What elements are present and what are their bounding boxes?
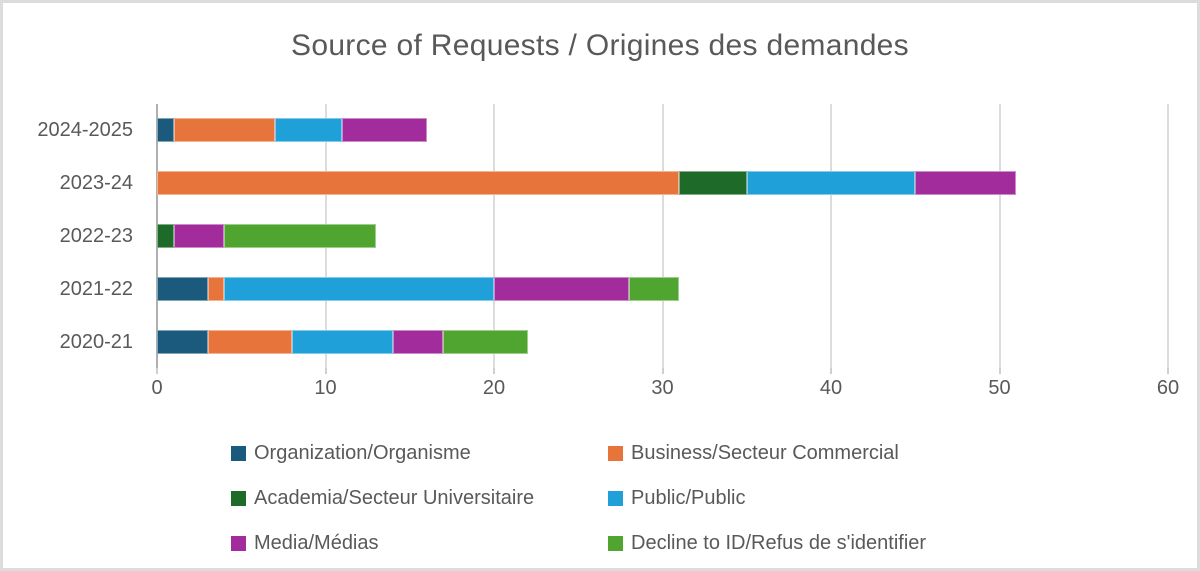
gridline xyxy=(830,104,832,368)
y-category-label: 2023-24 xyxy=(59,172,133,195)
tick-mark xyxy=(1167,368,1169,374)
legend-item-media: Media/Médias xyxy=(231,521,608,566)
legend-swatch-media xyxy=(231,536,246,551)
x-tick-label: 60 xyxy=(1156,377,1180,399)
bar-segment-academia xyxy=(679,171,747,196)
gridline xyxy=(998,104,1001,368)
legend-swatch-decline-to-id xyxy=(608,536,623,551)
bar-segment-business xyxy=(157,171,680,196)
legend-item-public: Public/Public xyxy=(608,476,926,521)
bar-segment-public xyxy=(224,276,494,301)
tick-mark xyxy=(998,368,1001,374)
legend-label-decline-to-id: Decline to ID/Refus de s'identifier xyxy=(631,532,927,554)
bar-segment-decline-to-id xyxy=(628,276,680,301)
legend-swatch-academia xyxy=(231,491,246,506)
bar-segment-public xyxy=(274,118,343,143)
bar-segment-decline-to-id xyxy=(224,224,377,248)
legend-item-business: Business/Secteur Commercial xyxy=(608,431,926,476)
y-category-label: 2021-22 xyxy=(59,277,133,300)
x-tick-label: 50 xyxy=(988,377,1011,399)
legend-item-academia: Academia/Secteur Universitaire xyxy=(231,476,608,521)
tick-mark xyxy=(661,368,664,374)
bar-segment-business xyxy=(207,329,292,354)
tick-mark xyxy=(324,368,327,374)
legend-item-decline-to-id: Decline to ID/Refus de s'identifier xyxy=(608,521,926,566)
legend-swatch-business xyxy=(608,446,623,461)
x-tick-label: 0 xyxy=(151,377,163,399)
legend-label-academia: Academia/Secteur Universitaire xyxy=(254,487,535,509)
bar-segment-business xyxy=(207,276,225,301)
bar-segment-organization xyxy=(157,118,174,143)
legend-label-media: Media/Médias xyxy=(254,532,379,554)
bar-row xyxy=(157,118,427,143)
gridline xyxy=(661,104,664,368)
bar-segment-organization xyxy=(157,276,208,301)
bar-segment-media xyxy=(392,329,444,354)
bar-segment-business xyxy=(173,118,275,143)
tick-mark xyxy=(830,368,832,374)
legend-label-public: Public/Public xyxy=(631,487,746,509)
tick-mark xyxy=(493,368,495,374)
x-tick-label: 30 xyxy=(651,377,674,399)
legend-swatch-organization xyxy=(231,446,246,461)
legend: Organization/Organisme Business/Secteur C… xyxy=(231,431,926,566)
bar-segment-academia xyxy=(157,224,174,248)
bar-segment-media xyxy=(173,224,225,248)
bar-row xyxy=(157,329,528,354)
legend-item-organization: Organization/Organisme xyxy=(231,431,608,476)
bar-segment-media xyxy=(915,171,1017,196)
chart-title: Source of Requests / Origines des demand… xyxy=(291,29,909,62)
gridline xyxy=(493,104,495,368)
x-tick-label: 20 xyxy=(482,377,506,399)
legend-swatch-public xyxy=(608,491,623,506)
bar-segment-media xyxy=(342,118,427,143)
x-tick-label: 40 xyxy=(819,377,843,399)
bar-segment-public xyxy=(746,171,916,196)
bar-segment-decline-to-id xyxy=(443,329,528,354)
bar-segment-organization xyxy=(157,329,208,354)
y-category-label: 2024-2025 xyxy=(37,119,133,142)
legend-label-business: Business/Secteur Commercial xyxy=(631,442,899,464)
y-category-label: 2022-23 xyxy=(59,225,133,247)
bar-row xyxy=(157,224,377,248)
gridline xyxy=(1167,104,1169,368)
y-category-label: 2020-21 xyxy=(59,330,133,353)
x-tick-label: 10 xyxy=(314,377,337,399)
bar-segment-public xyxy=(291,329,393,354)
bar-segment-media xyxy=(493,276,629,301)
tick-mark xyxy=(156,368,158,374)
bar-row xyxy=(157,276,680,301)
bar-row xyxy=(157,171,1017,196)
legend-label-organization: Organization/Organisme xyxy=(254,442,471,464)
